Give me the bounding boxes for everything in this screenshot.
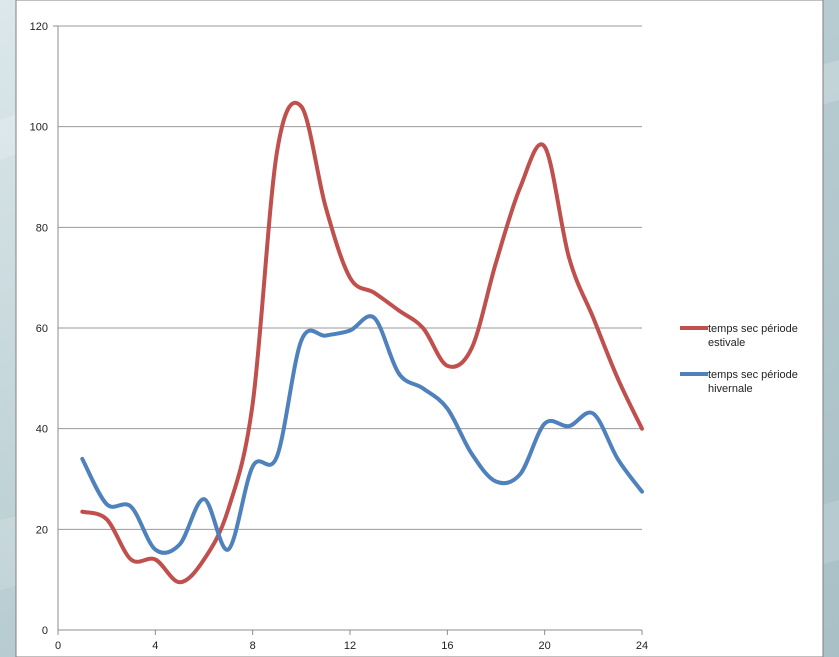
x-axis-tick-labels: 0 4 8 12 16 20 24 bbox=[55, 640, 648, 652]
legend-label: temps sec période bbox=[708, 323, 798, 335]
legend-label: estivale bbox=[708, 337, 745, 349]
y-tick-label: 60 bbox=[36, 323, 48, 335]
x-tick-label: 8 bbox=[250, 640, 256, 652]
series-lines bbox=[80, 100, 644, 585]
y-tick-label: 20 bbox=[36, 524, 48, 536]
y-tick-label: 120 bbox=[30, 21, 48, 33]
gridlines bbox=[58, 25, 642, 530]
legend-label: hivernale bbox=[708, 383, 753, 395]
x-tick-label: 16 bbox=[441, 640, 453, 652]
x-tick-label: 20 bbox=[539, 640, 551, 652]
x-tick-label: 12 bbox=[344, 640, 356, 652]
series-line-estivale bbox=[80, 100, 644, 585]
x-tick-label: 0 bbox=[55, 640, 61, 652]
series-line-hivernale bbox=[80, 314, 644, 555]
legend-label: temps sec période bbox=[708, 369, 798, 381]
x-tick-label: 4 bbox=[152, 640, 158, 652]
y-tick-label: 0 bbox=[42, 625, 48, 637]
x-tick-label: 24 bbox=[636, 640, 648, 652]
y-tick-label: 40 bbox=[36, 424, 48, 436]
y-axis-tick-labels: 0 20 40 60 80 100 120 bbox=[30, 21, 48, 637]
axes bbox=[53, 25, 643, 635]
y-tick-label: 100 bbox=[30, 122, 48, 134]
y-tick-label: 80 bbox=[36, 222, 48, 234]
legend: temps sec période estivale temps sec pério… bbox=[680, 323, 798, 395]
